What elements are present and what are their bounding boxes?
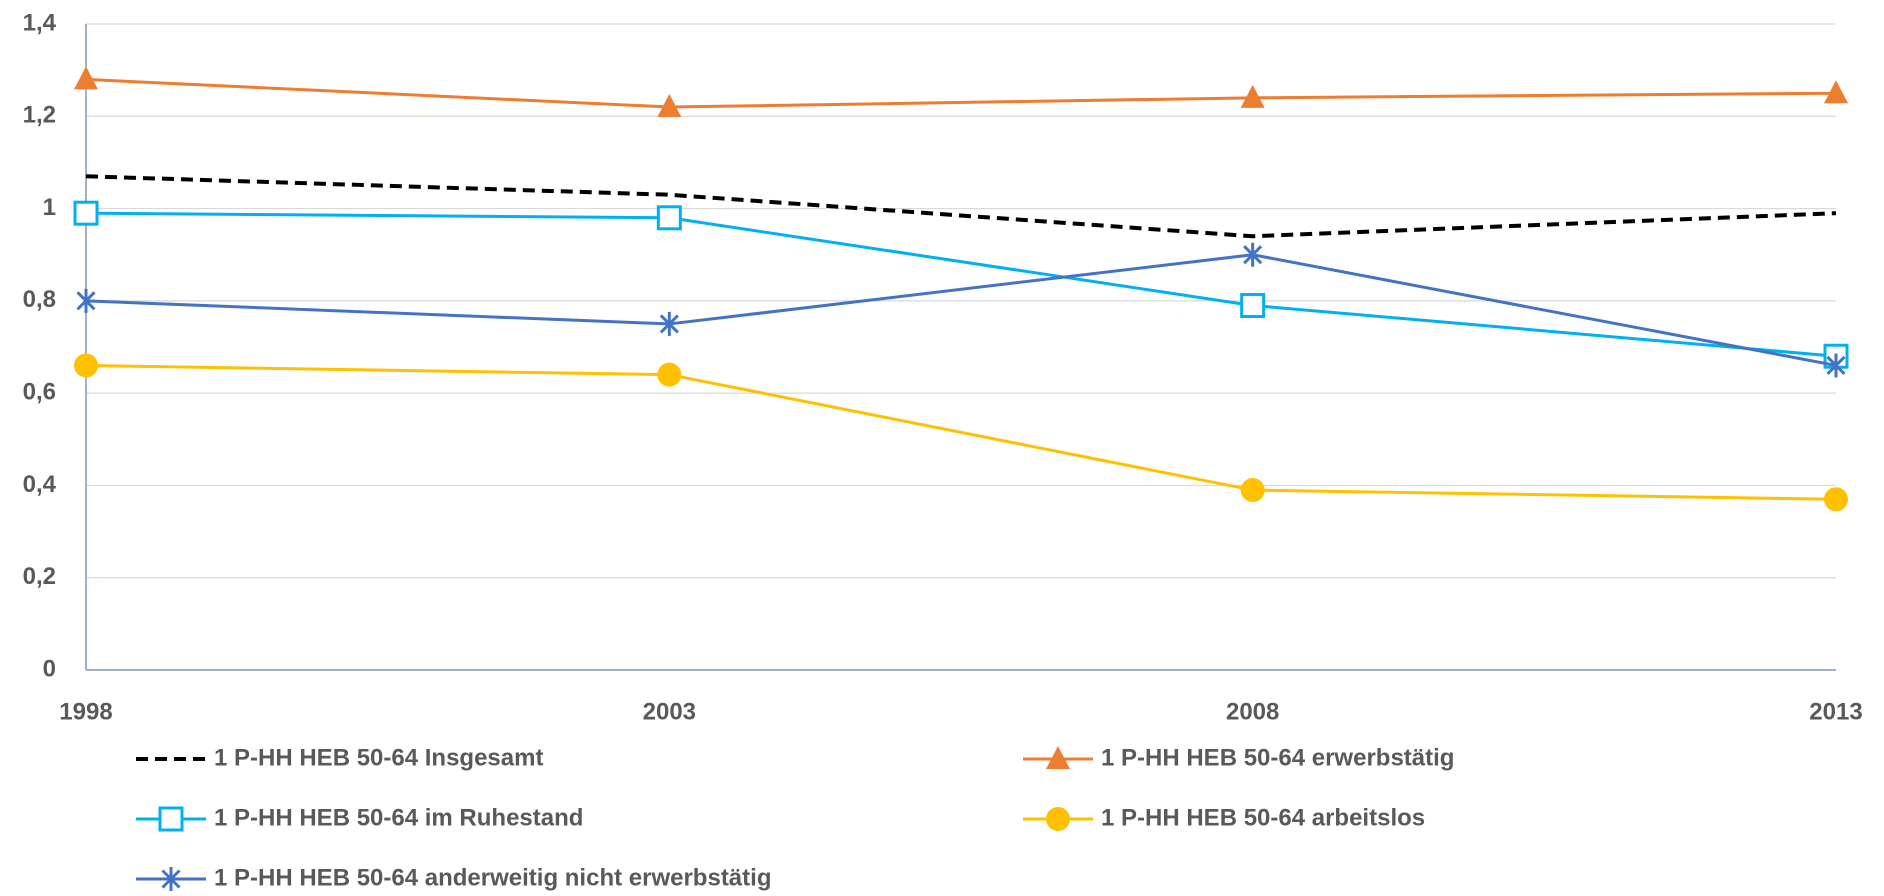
- marker: [1240, 292, 1266, 318]
- legend-label: 1 P-HH HEB 50-64 Insgesamt: [214, 744, 543, 771]
- x-tick-label: 2008: [1226, 698, 1279, 725]
- legend-label: 1 P-HH HEB 50-64 arbeitslos: [1101, 804, 1425, 831]
- marker: [1240, 84, 1265, 108]
- marker: [1824, 487, 1848, 512]
- marker: [657, 94, 682, 118]
- y-tick-label: 0,6: [23, 378, 56, 405]
- legend-label: 1 P-HH HEB 50-64 im Ruhestand: [214, 804, 583, 831]
- y-tick-label: 0: [43, 655, 56, 682]
- line: [85, 211, 1837, 358]
- y-tick-label: 1,4: [23, 9, 57, 36]
- legend-label: 1 P-HH HEB 50-64 erwerbstätig: [1101, 744, 1454, 771]
- y-tick-label: 1,2: [23, 102, 56, 129]
- marker: [656, 205, 682, 231]
- marker: [74, 353, 98, 378]
- y-tick-label: 1: [43, 194, 56, 221]
- marker: [161, 867, 181, 891]
- y-tick-label: 0,4: [23, 471, 57, 498]
- marker: [74, 66, 98, 90]
- line: [85, 253, 1837, 367]
- line: [85, 363, 1837, 501]
- marker: [1046, 746, 1070, 769]
- y-tick-label: 0,8: [23, 286, 56, 313]
- legend-label: 1 P-HH HEB 50-64 anderweitig nicht erwer…: [214, 864, 771, 891]
- line: [85, 77, 1837, 109]
- marker: [73, 200, 99, 226]
- marker: [1240, 478, 1265, 503]
- marker: [657, 362, 682, 387]
- y-tick-label: 0,2: [23, 563, 56, 590]
- marker: [659, 311, 679, 336]
- marker: [1243, 242, 1263, 267]
- marker: [76, 288, 96, 313]
- x-tick-label: 2013: [1809, 698, 1862, 725]
- line: [85, 174, 1837, 239]
- x-tick-label: 2003: [643, 698, 696, 725]
- x-tick-label: 1998: [59, 698, 112, 725]
- marker: [1824, 80, 1848, 104]
- marker: [1826, 353, 1846, 378]
- marker: [158, 806, 184, 832]
- marker: [1046, 807, 1070, 831]
